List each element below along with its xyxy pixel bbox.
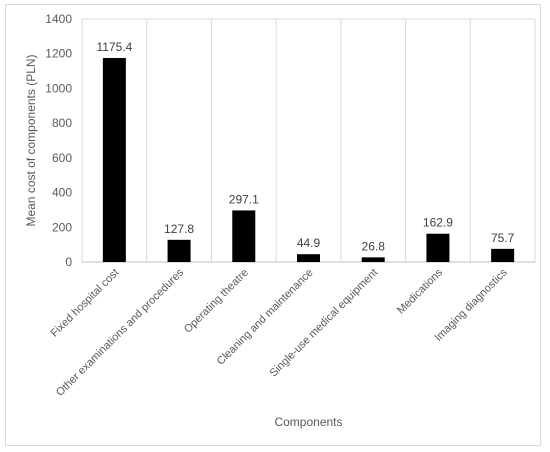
y-tick-label: 1000 <box>45 81 72 95</box>
x-tick-label: Single-use medical equipment <box>268 267 381 380</box>
y-tick-label: 1200 <box>45 47 72 61</box>
y-tick-labels: 0 200 400 600 800 1000 1200 1400 <box>45 12 72 269</box>
bar <box>491 248 515 262</box>
bar <box>361 257 385 262</box>
chart-frame: 0 200 400 600 800 1000 1200 1400 1175.4 127.8 297… <box>5 4 541 446</box>
gridlines <box>81 18 536 262</box>
y-tick-label: 400 <box>52 186 72 200</box>
data-label: 44.9 <box>297 236 321 250</box>
data-label: 75.7 <box>491 231 515 245</box>
x-tick-label: Medications <box>395 266 445 316</box>
data-label: 1175.4 <box>96 40 132 54</box>
y-tick-label: 1400 <box>45 12 72 26</box>
y-tick-label: 200 <box>52 220 72 234</box>
data-labels: 1175.4 127.8 297.1 44.9 26.8 162.9 75.7 <box>96 40 514 253</box>
bar <box>232 210 256 262</box>
data-label: 26.8 <box>362 239 386 253</box>
bar <box>297 254 320 262</box>
bar <box>426 233 450 262</box>
x-tick-label: Operating theatre <box>182 267 251 336</box>
x-tick-label: Fixed hospital cost <box>49 267 122 340</box>
x-axis-title: Components <box>274 415 342 429</box>
bar <box>167 239 191 262</box>
data-label: 297.1 <box>229 192 259 206</box>
x-tick-label: Imaging diagnostics <box>433 266 511 344</box>
bar <box>102 57 126 262</box>
bar-chart: 0 200 400 600 800 1000 1200 1400 1175.4 127.8 297… <box>24 12 536 429</box>
y-tick-label: 0 <box>65 255 72 269</box>
data-label: 127.8 <box>164 222 194 236</box>
x-tick-label: Other examinations and procedures <box>54 266 186 398</box>
data-label: 162.9 <box>423 216 453 230</box>
y-axis-title: Mean cost of components (PLN) <box>24 54 38 226</box>
y-tick-label: 600 <box>52 151 72 165</box>
bars <box>102 57 515 262</box>
y-tick-label: 800 <box>52 116 72 130</box>
